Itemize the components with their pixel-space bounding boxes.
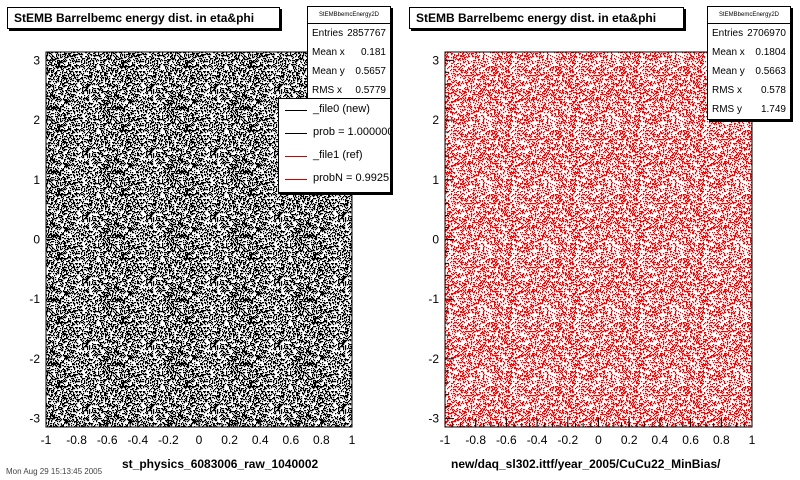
x-tick-label: 0: [595, 433, 602, 447]
stats-value: 0.578: [760, 85, 786, 96]
legend-entry: _file0 (new): [279, 99, 390, 122]
x-tick-label: 0.4: [652, 433, 669, 447]
right-stats-row: RMS y 1.749: [708, 100, 790, 119]
y-tick-label: -1: [428, 292, 439, 306]
x-tick-label: -0.2: [158, 433, 179, 447]
left-stats-name: StEMBbemcEnergy2D: [308, 7, 390, 24]
left-stats-row: Entries 2857767: [308, 24, 390, 43]
x-tick-label: -0.6: [97, 433, 118, 447]
legend-label: _file0 (new): [313, 103, 370, 115]
stats-label: Entries: [312, 28, 344, 39]
right-stats-row: Mean x 0.1804: [708, 43, 790, 62]
x-tick-label: 0.2: [221, 433, 238, 447]
left-stats-row: RMS x 0.5779: [308, 81, 390, 100]
right-stats-row: RMS x 0.578: [708, 81, 790, 100]
legend-line: [285, 133, 307, 134]
x-tick-label: -0.4: [527, 433, 548, 447]
stats-label: RMS y: [712, 104, 742, 115]
legend-entry: probN = 0.99251: [279, 168, 390, 191]
y-tick-label: -3: [428, 412, 439, 426]
stats-label: RMS x: [712, 85, 742, 96]
y-tick-label: 0: [432, 233, 439, 247]
legend-entry: _file1 (ref): [279, 145, 390, 168]
x-tick-label: -1: [41, 433, 52, 447]
x-tick-label: 0.6: [282, 433, 299, 447]
stats-label: RMS x: [312, 85, 342, 96]
stats-value: 2857767: [347, 28, 386, 39]
y-tick-label: -1: [29, 292, 40, 306]
right-x-axis-title: new/daq_sl302.ittf/year_2005/CuCu22_MinB…: [451, 457, 721, 471]
y-tick-label: 2: [432, 113, 439, 127]
legend-line: [285, 179, 307, 180]
x-tick-label: 0.6: [682, 433, 699, 447]
y-tick-label: -2: [29, 352, 40, 366]
stats-label: Mean x: [312, 47, 345, 58]
timestamp-footer: Mon Aug 29 15:13:45 2005: [6, 467, 103, 476]
left-legend: _file0 (new) prob = 1.000000 _file1 (ref…: [278, 98, 391, 193]
x-tick-label: -0.4: [127, 433, 148, 447]
y-tick-label: 0: [33, 233, 40, 247]
right-stats-box: StEMBbemcEnergy2D Entries 2706970 Mean x…: [707, 6, 791, 120]
stats-label: Entries: [712, 28, 744, 39]
legend-label: _file1 (ref): [313, 149, 363, 161]
y-tick-label: 3: [432, 53, 439, 67]
x-tick-label: 0.8: [313, 433, 330, 447]
y-tick-label: 2: [33, 113, 40, 127]
x-tick-label: 1: [349, 433, 356, 447]
y-tick-label: 1: [33, 173, 40, 187]
x-tick-label: -0.8: [66, 433, 87, 447]
x-tick-label: 0.4: [252, 433, 269, 447]
x-tick-label: -1: [440, 433, 451, 447]
stats-value: 1.749: [760, 104, 786, 115]
scatter-point-cloud: [445, 52, 752, 427]
x-tick-label: 0.2: [621, 433, 638, 447]
stats-label: Mean y: [712, 66, 745, 77]
left-plot-title: StEMB Barrelbemc energy dist. in eta&phi: [7, 7, 280, 29]
stats-value: 0.181: [360, 47, 386, 58]
stats-label: Mean y: [312, 66, 345, 77]
right-stats-row: Mean y 0.5663: [708, 62, 790, 81]
legend-label: probN = 0.99251: [313, 172, 391, 184]
stats-label: Mean x: [712, 47, 745, 58]
right-plot-title: StEMB Barrelbemc energy dist. in eta&phi: [409, 7, 684, 29]
x-tick-label: -0.6: [496, 433, 517, 447]
left-stats-row: Mean x 0.181: [308, 43, 390, 62]
legend-line: [285, 110, 307, 111]
stats-value: 0.5663: [755, 66, 786, 77]
stats-value: 2706970: [747, 28, 786, 39]
left-x-axis-title: st_physics_6083006_raw_1040002: [122, 457, 319, 471]
x-tick-label: 1: [749, 433, 756, 447]
y-tick-label: -2: [428, 352, 439, 366]
left-stats-row: Mean y 0.5657: [308, 62, 390, 81]
legend-label: prob = 1.000000: [313, 126, 391, 138]
left-stats-box: StEMBbemcEnergy2D Entries 2857767 Mean x…: [307, 6, 391, 101]
x-tick-label: -0.8: [465, 433, 486, 447]
right-stats-name: StEMBbemcEnergy2D: [708, 7, 790, 24]
x-tick-label: -0.2: [557, 433, 578, 447]
y-tick-label: -3: [29, 412, 40, 426]
x-tick-label: 0.8: [713, 433, 730, 447]
stats-value: 0.5657: [355, 66, 386, 77]
stats-value: 0.5779: [355, 85, 386, 96]
y-tick-label: 1: [432, 173, 439, 187]
right-stats-row: Entries 2706970: [708, 24, 790, 43]
y-tick-label: 3: [33, 53, 40, 67]
legend-line: [285, 156, 307, 157]
stats-value: 0.1804: [755, 47, 786, 58]
legend-entry: prob = 1.000000: [279, 122, 390, 145]
x-tick-label: 0: [196, 433, 203, 447]
